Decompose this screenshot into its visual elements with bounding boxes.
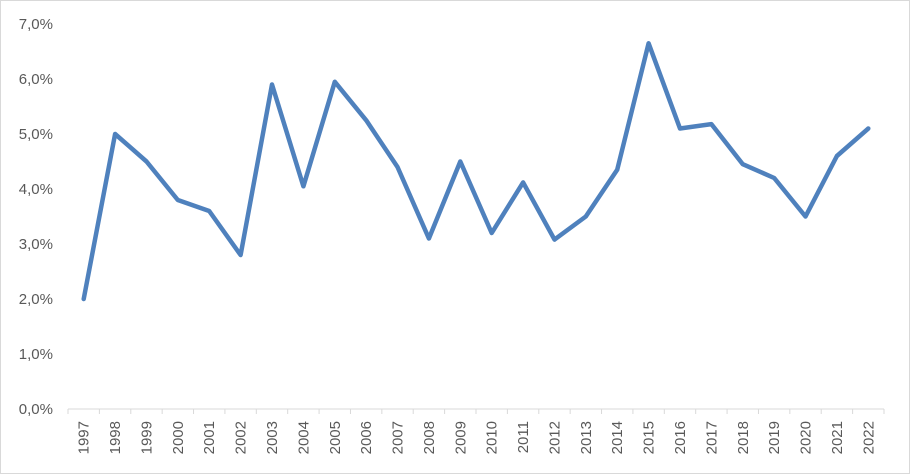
x-tick-label: 2009 (452, 421, 469, 454)
x-tick-label: 2013 (578, 421, 595, 454)
x-tick-label: 1998 (107, 421, 124, 454)
x-axis-ticks (67, 409, 885, 414)
x-tick-label: 2010 (484, 421, 501, 454)
series-line (81, 41, 871, 302)
y-tick-label: 6,0% (19, 71, 53, 88)
y-tick-label: 4,0% (19, 181, 53, 198)
x-tick-label: 2016 (672, 421, 689, 454)
x-tick-label: 2014 (609, 421, 626, 454)
x-tick-label: 2020 (798, 421, 815, 454)
x-tick-label: 2019 (766, 421, 783, 454)
x-tick-label: 2012 (546, 421, 563, 454)
x-tick-label: 2001 (201, 421, 218, 454)
x-tick-label: 2004 (295, 421, 312, 454)
y-tick-label: 5,0% (19, 126, 53, 143)
y-tick-label: 3,0% (19, 236, 53, 253)
x-tick-label: 1997 (76, 421, 93, 454)
x-tick-label: 2008 (421, 421, 438, 454)
x-tick-label: 2018 (735, 421, 752, 454)
x-tick-label: 2015 (641, 421, 658, 454)
x-tick-label: 2021 (829, 421, 846, 454)
x-tick-label: 2017 (703, 421, 720, 454)
y-tick-label: 7,0% (19, 16, 53, 33)
x-tick-label: 2007 (390, 421, 407, 454)
y-tick-label: 0,0% (19, 401, 53, 418)
x-tick-label: 1999 (138, 421, 155, 454)
y-tick-label: 1,0% (19, 346, 53, 363)
data-points (82, 41, 871, 301)
y-axis-tick-labels: 0,0% 1,0% 2,0% 3,0% 4,0% 5,0% 6,0% 7,0% (19, 16, 53, 418)
y-tick-label: 2,0% (19, 291, 53, 308)
x-tick-label: 2005 (327, 421, 344, 454)
x-tick-label: 2006 (358, 421, 375, 454)
x-tick-label: 2003 (264, 421, 281, 454)
x-tick-label: 2002 (233, 421, 250, 454)
x-tick-label: 2011 (515, 421, 532, 453)
x-tick-label: 2000 (170, 421, 187, 454)
x-axis-tick-labels: 1997 1998 1999 2000 2001 2002 2003 2004 2005 2006… (76, 421, 878, 454)
x-tick-label: 2022 (860, 421, 877, 454)
